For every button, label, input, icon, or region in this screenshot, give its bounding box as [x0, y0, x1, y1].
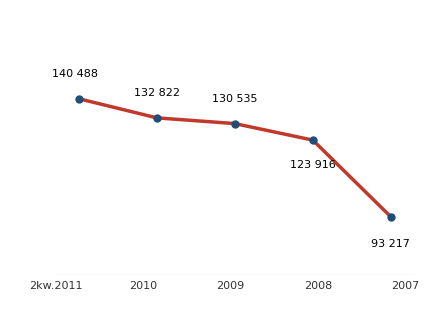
Text: 140 488: 140 488 [52, 69, 98, 79]
Text: 93 217: 93 217 [371, 239, 409, 249]
Text: 2kw.2011: 2kw.2011 [29, 281, 82, 291]
Text: (ujęcie historyczne wg liczby samochodów): (ujęcie historyczne wg liczby samochodów… [51, 40, 375, 53]
Point [231, 121, 238, 126]
Text: 2010: 2010 [129, 281, 157, 291]
Text: 123 916: 123 916 [289, 160, 335, 170]
Point [386, 214, 393, 219]
Text: KerallaResearch, 2011 www.keralla.pl: KerallaResearch, 2011 www.keralla.pl [153, 308, 376, 318]
Text: 132 822: 132 822 [134, 88, 179, 98]
Text: 2008: 2008 [303, 281, 331, 291]
Text: 2. Rynek car fleet management w Polsce w 2 kw.2011: 2. Rynek car fleet management w Polsce w… [13, 14, 413, 27]
Point [153, 115, 160, 120]
Text: 2009: 2009 [216, 281, 244, 291]
Point [75, 96, 82, 101]
Text: 130 535: 130 535 [212, 94, 257, 104]
Point [309, 138, 316, 143]
Text: 2007: 2007 [391, 281, 419, 291]
